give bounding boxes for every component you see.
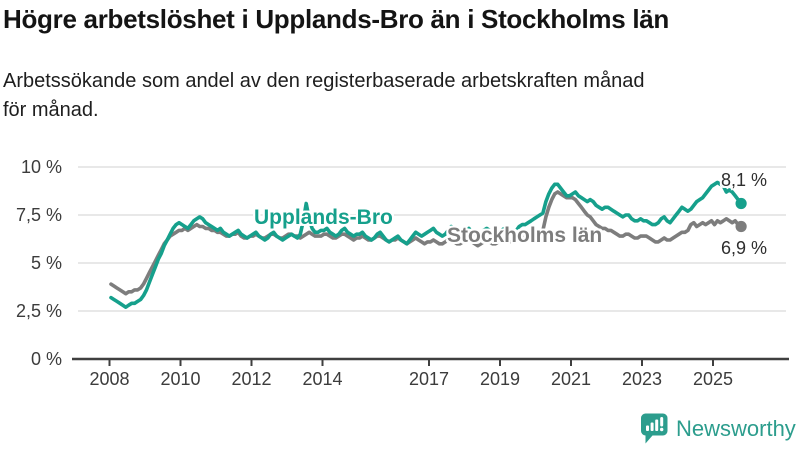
end-dot-0 xyxy=(735,197,747,210)
x-tick-label: 2023 xyxy=(621,369,663,389)
x-tick-label: 2025 xyxy=(692,369,734,389)
end-value-label-upplands-bro: 8,1 % xyxy=(721,170,768,190)
x-tick-label: 2008 xyxy=(89,369,130,389)
series-line-1 xyxy=(109,190,743,296)
y-tick-label: 5 % xyxy=(30,253,62,273)
y-tick-label: 10 % xyxy=(20,157,62,177)
x-axis xyxy=(72,357,789,366)
newsworthy-bubble-chart-icon xyxy=(641,413,668,444)
y-tick-label: 0 % xyxy=(30,349,62,369)
series-label-stockholms-lan: Stockholms län xyxy=(447,224,603,247)
chart-subtitle: Arbetssökande som andel av den registerb… xyxy=(3,67,793,125)
x-tick-label: 2012 xyxy=(231,369,272,389)
chart-subtitle-line-2: för månad. xyxy=(3,99,99,121)
series-label-upplands-bro: Upplands-Bro xyxy=(254,206,393,229)
y-tick-label: 2,5 % xyxy=(15,301,62,321)
gridlines xyxy=(78,166,786,312)
x-tick-label: 2021 xyxy=(550,369,592,389)
series-line-0 xyxy=(109,180,743,310)
x-tick-label: 2014 xyxy=(302,369,343,389)
newsworthy-logo[interactable]: Newsworthy xyxy=(641,413,796,444)
end-dot-1 xyxy=(735,220,747,233)
newsworthy-logo-text: Newsworthy xyxy=(676,415,796,441)
x-tick-label: 2017 xyxy=(408,369,450,389)
chart-title: Högre arbetslöshet i Upplands-Bro än i S… xyxy=(3,4,669,34)
y-tick-label: 7,5 % xyxy=(15,205,62,225)
chart-subtitle-line-1: Arbetssökande som andel av den registerb… xyxy=(3,70,645,92)
x-tick-label: 2010 xyxy=(160,369,201,389)
end-value-label-stockholms-lan: 6,9 % xyxy=(721,238,768,258)
x-tick-label: 2019 xyxy=(479,369,521,389)
